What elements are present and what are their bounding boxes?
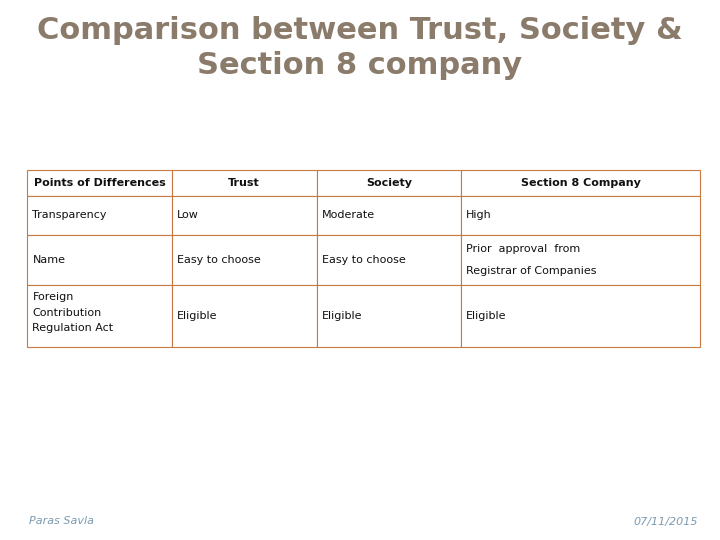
Text: High: High <box>466 211 492 220</box>
Text: Moderate: Moderate <box>322 211 374 220</box>
Text: Trust: Trust <box>228 178 260 188</box>
Text: Points of Differences: Points of Differences <box>34 178 166 188</box>
Text: Society: Society <box>366 178 412 188</box>
Text: Eligible: Eligible <box>466 310 507 321</box>
Text: 07/11/2015: 07/11/2015 <box>634 516 698 526</box>
Text: Eligible: Eligible <box>177 310 217 321</box>
Text: Section 8 Company: Section 8 Company <box>521 178 640 188</box>
Text: Easy to choose: Easy to choose <box>322 255 405 265</box>
Text: Prior  approval  from: Prior approval from <box>466 244 580 254</box>
Text: Eligible: Eligible <box>322 310 362 321</box>
Text: Transparency: Transparency <box>32 211 107 220</box>
Text: Contribution: Contribution <box>32 307 102 318</box>
Text: Foreign: Foreign <box>32 292 73 302</box>
Text: Comparison between Trust, Society &
Section 8 company: Comparison between Trust, Society & Sect… <box>37 16 683 80</box>
Text: Easy to choose: Easy to choose <box>177 255 261 265</box>
Text: Name: Name <box>32 255 66 265</box>
Text: Regulation Act: Regulation Act <box>32 323 114 333</box>
Text: 120: 120 <box>7 118 30 128</box>
Text: Paras Savla: Paras Savla <box>29 516 94 526</box>
Text: Low: Low <box>177 211 199 220</box>
Text: Registrar of Companies: Registrar of Companies <box>466 266 597 275</box>
